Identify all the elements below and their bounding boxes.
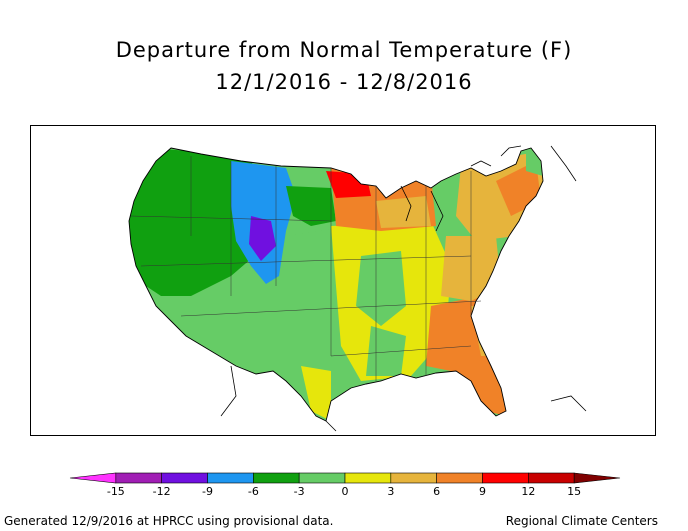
temperature-anomaly-fill <box>129 148 543 421</box>
legend-tick-label: 0 <box>342 485 349 498</box>
legend-tick-label: -9 <box>202 485 213 498</box>
legend-swatch <box>207 472 254 484</box>
legend-tick-label: 12 <box>521 485 535 498</box>
legend-tick-label: -12 <box>153 485 171 498</box>
legend-swatch <box>344 472 392 484</box>
us-outline <box>128 147 544 422</box>
legend-tick-label: 9 <box>479 485 486 498</box>
legend-swatch <box>69 472 117 484</box>
legend-tick-label: 6 <box>433 485 440 498</box>
us-map <box>128 145 587 432</box>
legend-swatch <box>390 472 437 484</box>
legend-swatch <box>298 472 346 484</box>
footer-attribution: Regional Climate Centers <box>505 514 658 528</box>
legend-swatch <box>482 472 529 484</box>
legend-tick-label: -3 <box>294 485 305 498</box>
legend-tick-label: -6 <box>248 485 259 498</box>
color-legend: -15 -12 -9 -6 -3 0 3 6 9 12 15 <box>69 472 621 498</box>
map-title: Departure from Normal Temperature (F) <box>115 38 573 62</box>
map-frame <box>30 125 656 436</box>
legend-tick-label: -15 <box>107 485 125 498</box>
legend-swatch <box>436 472 483 484</box>
legend-swatch <box>161 472 208 484</box>
footer-generated-note: Generated 12/9/2016 at HPRCC using provi… <box>4 514 334 528</box>
legend-swatch <box>573 472 621 484</box>
legend-tick-label: 3 <box>387 485 394 498</box>
legend-swatch <box>528 472 575 484</box>
state-boundaries <box>130 156 482 381</box>
lake-and-coast-lines <box>220 145 587 432</box>
legend-tick-label: 15 <box>567 485 581 498</box>
legend-swatch <box>253 472 300 484</box>
map-subtitle: 12/1/2016 - 12/8/2016 <box>215 70 473 94</box>
legend-swatch <box>115 472 162 484</box>
